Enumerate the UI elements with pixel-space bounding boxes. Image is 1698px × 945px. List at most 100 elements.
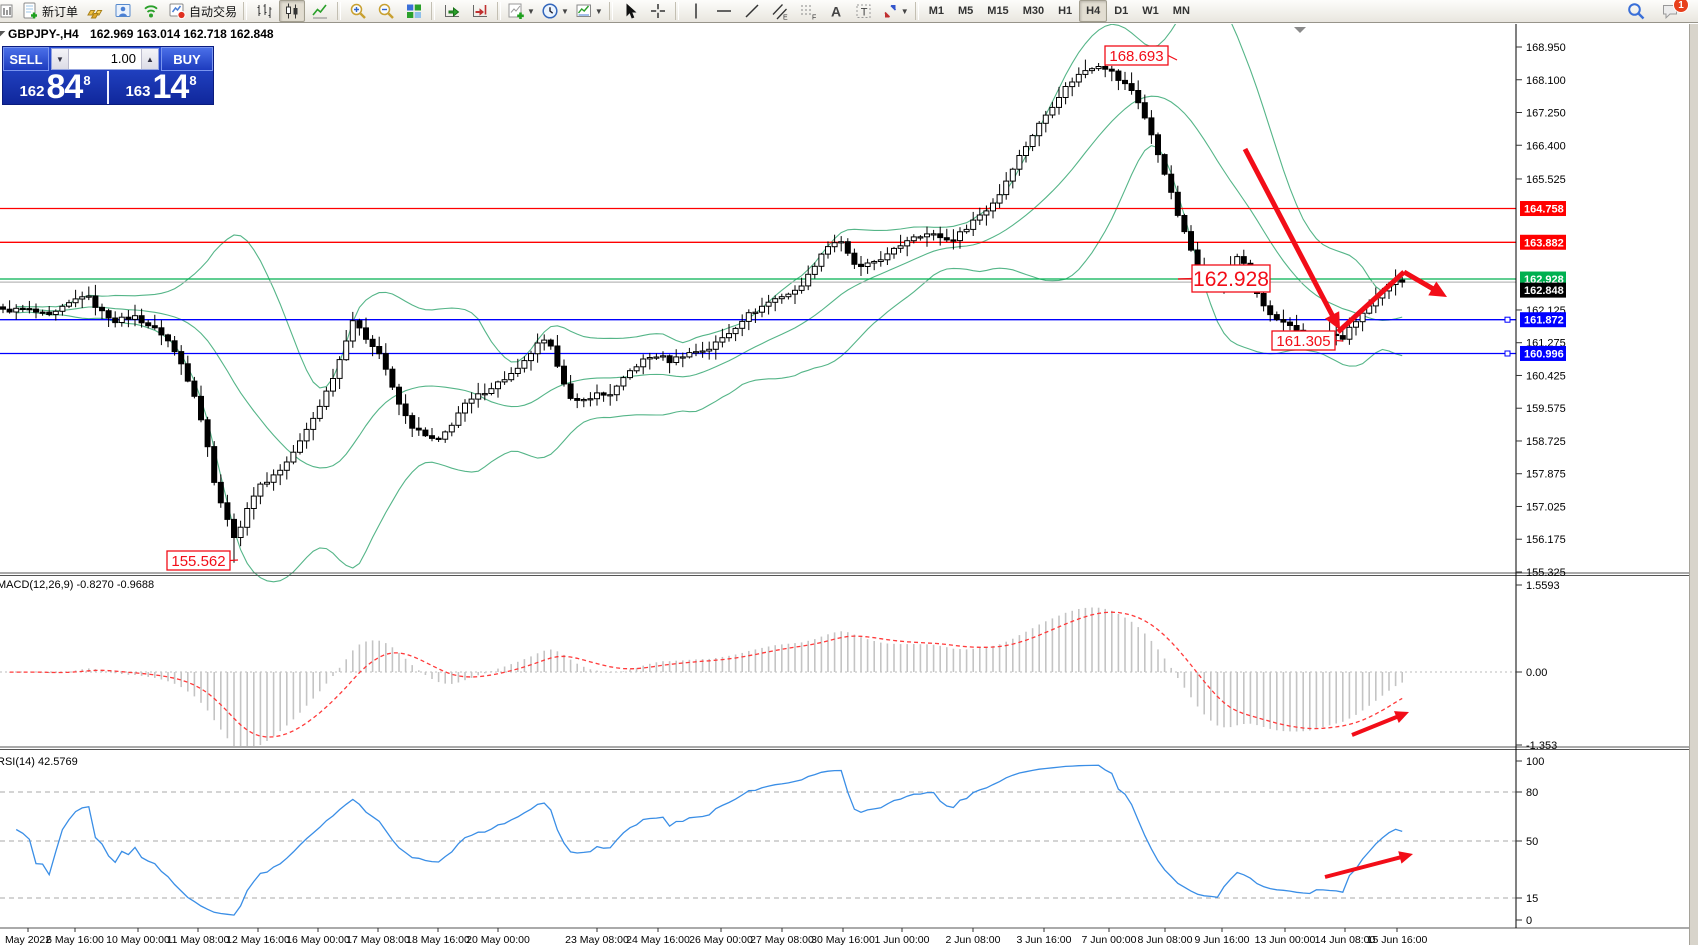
timeframe-h4-button[interactable]: H4 bbox=[1079, 0, 1108, 22]
timeframe-mn-button[interactable]: MN bbox=[1172, 5, 1190, 17]
time-axis-label[interactable]: 12 May 16:00 bbox=[226, 934, 290, 945]
time-axis-label[interactable]: 11 May 08:00 bbox=[167, 934, 230, 945]
timeframe-m15-button[interactable]: M15 bbox=[987, 5, 1009, 17]
time-axis-label[interactable]: 27 May 08:00 bbox=[750, 934, 814, 945]
time-axis-label[interactable]: 20 May 00:00 bbox=[466, 934, 530, 945]
axis-level-160.996[interactable] bbox=[1520, 345, 1566, 361]
indicators-button-dropdown-icon[interactable]: ▼ bbox=[527, 6, 535, 16]
templates-button[interactable]: ▼ bbox=[573, 0, 605, 22]
text-button[interactable]: A bbox=[823, 0, 849, 22]
time-axis-label[interactable]: 14 Jun 08:00 bbox=[1315, 934, 1376, 945]
axis-level-163.882[interactable] bbox=[1520, 234, 1566, 250]
candle-body bbox=[369, 338, 376, 347]
annotation-box[interactable] bbox=[166, 550, 231, 571]
time-axis-label[interactable]: 1 Jun 00:00 bbox=[875, 934, 930, 945]
fibonacci-button[interactable]: F bbox=[795, 0, 821, 22]
templates-button-dropdown-icon[interactable]: ▼ bbox=[594, 6, 603, 16]
trendline-button[interactable] bbox=[739, 0, 765, 22]
candlestick-chart-button[interactable] bbox=[279, 0, 306, 22]
candle-body bbox=[402, 403, 409, 417]
candle-body bbox=[343, 340, 350, 361]
crosshair-button[interactable] bbox=[645, 0, 671, 22]
arrows-button-dropdown-icon[interactable]: ▼ bbox=[900, 6, 909, 16]
macd-indicator-label: MACD(12,26,9) -0.8270 -0.9688 bbox=[0, 579, 154, 591]
window-icon[interactable] bbox=[0, 0, 17, 22]
axis-current-price[interactable] bbox=[1520, 282, 1566, 298]
buy-button[interactable]: BUY bbox=[161, 47, 213, 71]
tile-windows-button[interactable] bbox=[401, 0, 427, 22]
trend-arrow[interactable] bbox=[1336, 270, 1406, 334]
time-axis-label[interactable]: 7 Jun 00:00 bbox=[1082, 934, 1137, 945]
timeframe-m5-button[interactable]: M5 bbox=[958, 5, 974, 17]
time-axis-label[interactable]: 17 May 08:00 bbox=[346, 934, 410, 945]
time-axis-label[interactable]: 10 May 00:00 bbox=[106, 934, 170, 945]
trend-arrow[interactable] bbox=[1242, 147, 1337, 320]
equidistant-channel-button[interactable]: E bbox=[767, 0, 793, 22]
market-watch-button[interactable] bbox=[110, 0, 136, 22]
timeframe-d1-button[interactable]: D1 bbox=[1114, 5, 1129, 17]
volume-input[interactable]: 1.00 bbox=[110, 51, 136, 66]
sell-price[interactable]: 162 84 8 bbox=[3, 70, 107, 104]
time-axis-label[interactable]: 8 Jun 08:00 bbox=[1138, 934, 1193, 945]
zoom-out-button[interactable] bbox=[373, 0, 399, 22]
auto-scroll-button[interactable] bbox=[439, 0, 465, 22]
trend-arrow[interactable] bbox=[1402, 269, 1438, 293]
horizontal-line-button[interactable] bbox=[711, 0, 737, 22]
macd-signal-line bbox=[9, 611, 1403, 738]
line-chart-button[interactable] bbox=[307, 0, 333, 22]
time-axis-label[interactable]: 3 Jun 16:00 bbox=[1017, 934, 1072, 945]
notifications-button[interactable]: 1 bbox=[1657, 0, 1689, 22]
time-axis-label[interactable]: 15 Jun 16:00 bbox=[1367, 934, 1428, 945]
bar-chart-button[interactable] bbox=[251, 0, 277, 22]
axis-level-161.872[interactable] bbox=[1520, 312, 1566, 328]
new-order-button[interactable]: 新订单 bbox=[19, 0, 80, 22]
level-handle[interactable] bbox=[1504, 316, 1511, 323]
candle-body bbox=[706, 348, 713, 352]
annotation-box[interactable] bbox=[1191, 264, 1271, 293]
time-axis-label[interactable]: 13 Jun 00:00 bbox=[1255, 934, 1316, 945]
profiles-button[interactable] bbox=[82, 0, 108, 22]
annotation-box[interactable] bbox=[1104, 45, 1169, 66]
timeframe-m1-button[interactable]: M1 bbox=[928, 5, 944, 17]
time-axis-label[interactable]: 30 May 16:00 bbox=[811, 934, 875, 945]
chart-shift-button[interactable] bbox=[467, 0, 493, 22]
time-axis-label[interactable]: May 2022 bbox=[5, 934, 51, 945]
time-axis-label[interactable]: 24 May 16:00 bbox=[626, 934, 690, 945]
timeframe-w1-button[interactable]: W1 bbox=[1142, 5, 1159, 17]
periods-button-dropdown-icon[interactable]: ▼ bbox=[560, 6, 569, 16]
chart-canvas[interactable]: 168.693 162.928 161.305 155.562 168.950 168.1… bbox=[0, 24, 1698, 945]
text-label-button[interactable]: T bbox=[851, 0, 877, 22]
candle-body bbox=[488, 388, 495, 395]
search-button[interactable] bbox=[1623, 0, 1649, 22]
time-axis-label[interactable]: 16 May 00:00 bbox=[286, 934, 350, 945]
timeframe-h1-button[interactable]: H1 bbox=[1058, 5, 1073, 17]
time-axis-label[interactable]: 26 May 00:00 bbox=[689, 934, 753, 945]
chart-window[interactable]: 168.693 162.928 161.305 155.562 168.950 168.1… bbox=[0, 24, 1698, 945]
sell-button[interactable]: SELL bbox=[3, 47, 49, 71]
volume-decrease-button[interactable]: ▼ bbox=[52, 49, 69, 69]
trend-arrow[interactable] bbox=[1324, 854, 1404, 879]
window-edge-scrollbar[interactable] bbox=[1689, 24, 1698, 945]
candle-body bbox=[1280, 319, 1287, 323]
indicators-button[interactable]: ▼ bbox=[505, 0, 537, 22]
zoom-in-button[interactable] bbox=[345, 0, 371, 22]
time-axis-label[interactable]: 9 Jun 16:00 bbox=[1195, 934, 1250, 945]
time-axis-label[interactable]: 6 May 16:00 bbox=[46, 934, 104, 945]
axis-level-164.758[interactable] bbox=[1520, 201, 1566, 217]
vertical-line-button[interactable] bbox=[683, 0, 709, 22]
autotrading-button[interactable]: 自动交易 bbox=[166, 0, 239, 22]
buy-price[interactable]: 163 14 8 bbox=[109, 70, 213, 104]
periods-button[interactable]: ▼ bbox=[539, 0, 571, 22]
time-axis-label[interactable]: 18 May 16:00 bbox=[406, 934, 470, 945]
time-axis-label[interactable]: 23 May 08:00 bbox=[565, 934, 629, 945]
annotation-box[interactable] bbox=[1271, 330, 1336, 351]
volume-increase-button[interactable]: ▲ bbox=[141, 49, 158, 69]
trend-arrow[interactable] bbox=[1351, 714, 1401, 737]
arrows-button[interactable]: ▼ bbox=[879, 0, 911, 22]
signals-button[interactable] bbox=[138, 0, 164, 22]
cursor-button[interactable] bbox=[617, 0, 643, 22]
level-handle[interactable] bbox=[1504, 350, 1511, 357]
time-axis-label[interactable]: 2 Jun 08:00 bbox=[946, 934, 1001, 945]
candle-body bbox=[26, 308, 33, 311]
timeframe-m30-button[interactable]: M30 bbox=[1022, 5, 1045, 17]
